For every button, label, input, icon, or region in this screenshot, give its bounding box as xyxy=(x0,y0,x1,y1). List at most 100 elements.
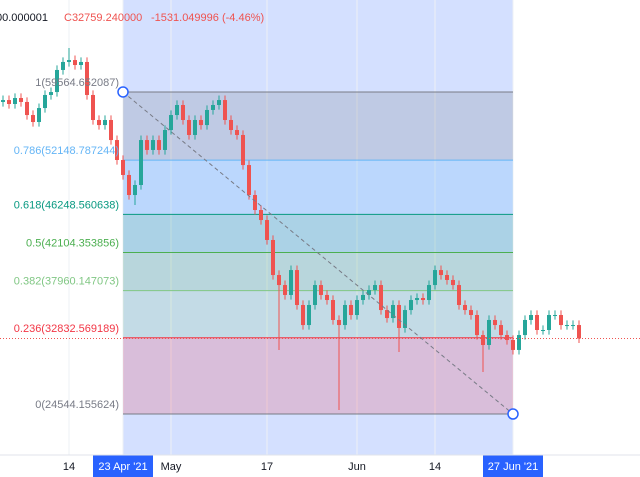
fib-level-label: 0(24544.155624) xyxy=(35,399,119,411)
fib-level-label: 0.236(32832.569189) xyxy=(14,323,119,335)
candle-body xyxy=(217,100,221,106)
candle-body xyxy=(445,275,449,280)
x-label-highlight xyxy=(483,455,543,477)
candle-body xyxy=(559,315,563,326)
header-change: -1531.049996 (-4.46%) xyxy=(151,12,264,24)
candle-body xyxy=(151,140,155,150)
candle-body xyxy=(373,285,377,291)
candle-body xyxy=(121,159,125,175)
fib-zone xyxy=(123,214,513,253)
candle-body xyxy=(49,92,53,95)
candle-body xyxy=(61,61,65,70)
candle-body xyxy=(541,329,545,331)
candle-body xyxy=(79,61,83,66)
fib-level-label: 0.618(46248.560638) xyxy=(14,199,119,211)
candle-body xyxy=(517,335,521,350)
fib-anchor xyxy=(117,86,129,98)
candle-body xyxy=(223,100,227,120)
candle-body xyxy=(511,340,515,350)
candle-body xyxy=(499,325,503,336)
candle-body xyxy=(385,310,389,319)
candle-body xyxy=(433,270,437,286)
candle-body xyxy=(565,325,569,327)
fib-zone xyxy=(123,91,513,161)
candle-body xyxy=(253,195,257,211)
candle-body xyxy=(391,304,395,319)
candle-body xyxy=(229,119,233,131)
candle-body xyxy=(337,319,341,326)
candle-body xyxy=(415,298,419,301)
candle-body xyxy=(571,325,575,327)
x-tick-label: 27 Jun '21 xyxy=(488,461,538,473)
fib-level-label: 0.786(52148.787244) xyxy=(14,145,119,157)
fib-zone xyxy=(123,337,513,414)
candle-body xyxy=(469,310,473,316)
overlay-layer: 14 23 Apr '21 May 17 Jun 14 27 Jun '21 1(59564.… xyxy=(0,77,640,477)
candle-body xyxy=(421,298,425,301)
fib-trend-line xyxy=(122,91,514,415)
x-tick-label: 14 xyxy=(63,461,75,473)
x-tick-label: 23 Apr '21 xyxy=(98,461,147,473)
candle-body xyxy=(553,315,557,317)
fib-zone xyxy=(123,160,513,215)
header-value: 00.000001 xyxy=(0,12,48,24)
x-tick-label: 17 xyxy=(261,461,273,473)
candle-body xyxy=(301,304,305,326)
candle-body xyxy=(97,119,101,126)
candle-body xyxy=(25,101,29,116)
candle-body xyxy=(85,61,89,95)
candle-body xyxy=(235,130,239,135)
candle-body xyxy=(523,319,527,336)
candle-body xyxy=(349,304,353,316)
candle-body xyxy=(367,290,371,295)
candle-body xyxy=(535,315,539,330)
candle-body xyxy=(205,109,209,126)
candle-body xyxy=(481,335,485,345)
candle-body xyxy=(163,130,167,150)
fib-level-label: 0.5(42104.353856) xyxy=(26,238,119,250)
fib-level-label: 0.382(37960.147073) xyxy=(14,276,119,288)
candle-body xyxy=(193,119,197,135)
candle-body xyxy=(13,98,17,104)
candle-layer xyxy=(1,47,581,410)
background-layer xyxy=(68,0,514,455)
candle-body xyxy=(37,108,41,123)
candle-body xyxy=(133,184,137,196)
candle-body xyxy=(271,239,275,276)
candle-body xyxy=(463,304,467,311)
candle-body xyxy=(331,300,335,320)
candle-body xyxy=(457,285,461,305)
candle-body xyxy=(487,319,491,345)
candle-body xyxy=(55,69,59,93)
candle-body xyxy=(577,325,581,339)
candle-body xyxy=(403,310,407,328)
candle-body xyxy=(307,304,311,326)
candle-body xyxy=(181,105,185,120)
x-tick-label: May xyxy=(161,461,182,473)
candle-body xyxy=(289,270,293,295)
candle-body xyxy=(265,220,269,240)
candle-body xyxy=(379,285,383,311)
candle-body xyxy=(355,300,359,316)
candle-body xyxy=(397,304,401,328)
candle-body xyxy=(211,105,215,110)
candle-body xyxy=(115,140,119,160)
candle-body xyxy=(439,270,443,276)
candle-body xyxy=(361,294,365,301)
candle-body xyxy=(259,210,263,221)
candle-body xyxy=(139,140,143,185)
candle-body xyxy=(43,94,47,109)
candle-body xyxy=(103,119,107,126)
candle-body xyxy=(325,294,329,301)
fib-zone xyxy=(123,252,513,291)
fib-anchor xyxy=(507,408,519,420)
candle-body xyxy=(199,119,203,126)
time-range-highlight xyxy=(123,0,513,455)
x-tick-label: Jun xyxy=(348,461,366,473)
candle-body xyxy=(1,100,5,102)
candle-body xyxy=(169,115,173,131)
candle-body xyxy=(145,140,149,150)
candle-body xyxy=(475,315,479,336)
